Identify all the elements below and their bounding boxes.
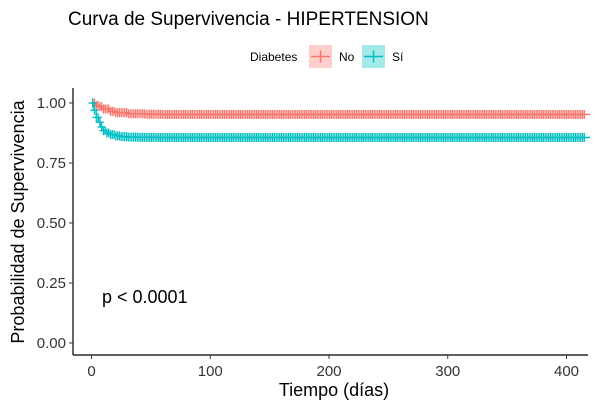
y-tick-label: 0.75	[37, 155, 66, 172]
censor-mark-path	[88, 98, 589, 143]
x-tick-label: 200	[316, 363, 341, 380]
y-axis-title: Probabilidad de Supervivencia	[8, 99, 28, 343]
x-tick-label: 100	[198, 363, 223, 380]
series-layer	[88, 98, 591, 143]
p-value-annotation: p < 0.0001	[102, 287, 188, 307]
legend: Diabetes No Sí	[250, 45, 404, 68]
series-line-si	[91, 102, 591, 139]
legend-key-symbol	[311, 50, 330, 63]
censor-marks-no	[88, 98, 589, 120]
legend-entry-no: No	[309, 45, 355, 68]
y-tick-label: 1.00	[37, 95, 66, 112]
legend-title: Diabetes	[250, 50, 297, 64]
chart-title: Curva de Supervivencia - HIPERTENSION	[68, 9, 429, 30]
legend-entry-si: Sí	[362, 45, 404, 68]
axes-layer: 0.00 0.25 0.50 0.75 1.00 0 100 200 300 400	[37, 88, 588, 380]
legend-label: Sí	[392, 50, 404, 64]
censor-marks-si	[88, 98, 589, 143]
x-tick-label: 0	[87, 363, 95, 380]
y-tick-label: 0.00	[37, 335, 66, 352]
y-tick-label: 0.50	[37, 215, 66, 232]
x-axis-title: Tiempo (días)	[279, 380, 389, 400]
legend-label: No	[339, 50, 355, 64]
x-tick-label: 400	[554, 363, 579, 380]
censor-mark-path	[88, 98, 589, 120]
x-tick-label: 300	[435, 363, 460, 380]
plot-area: 0.00 0.25 0.50 0.75 1.00 0 100 200 300 400	[37, 88, 591, 380]
y-tick-label: 0.25	[37, 275, 66, 292]
legend-key-symbol	[364, 50, 383, 63]
